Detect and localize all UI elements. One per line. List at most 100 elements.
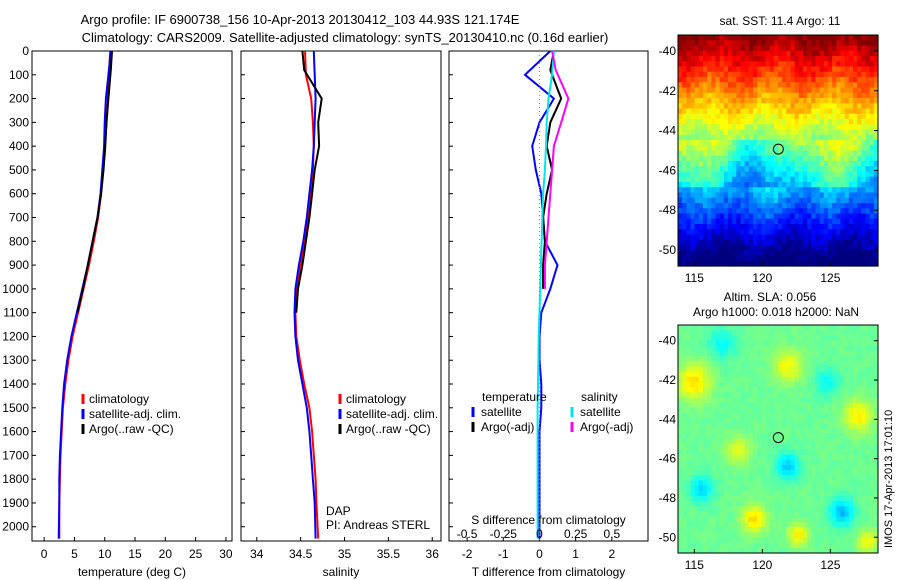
map-cell xyxy=(761,176,767,183)
map-cell xyxy=(711,511,717,518)
map-cell xyxy=(861,376,867,383)
map-cell xyxy=(844,413,850,419)
map-cell xyxy=(840,224,846,230)
map-cell xyxy=(753,140,758,146)
map-cell xyxy=(748,449,754,456)
map-cell xyxy=(861,537,867,544)
map-cell xyxy=(757,397,762,404)
map-cell xyxy=(857,371,862,378)
map-cell xyxy=(678,382,683,388)
map-cell xyxy=(844,547,850,554)
map-cell xyxy=(819,356,825,362)
map-cell xyxy=(723,382,729,388)
map-cell xyxy=(865,376,871,383)
map-cell xyxy=(757,192,762,199)
temperature-panel: 0100200300400500600700800900100011001200… xyxy=(2,44,233,579)
map-cell xyxy=(757,376,762,383)
map-cell xyxy=(836,547,842,554)
map-cell xyxy=(757,103,762,110)
map-cell xyxy=(694,176,700,183)
map-cell xyxy=(828,182,833,188)
map-cell xyxy=(715,92,721,99)
map-cell xyxy=(823,182,829,188)
map-cell xyxy=(711,376,717,383)
map-cell xyxy=(844,82,850,89)
map-cell xyxy=(828,449,833,456)
map-cell xyxy=(782,376,787,383)
map-cell xyxy=(748,397,754,404)
map-cell xyxy=(686,470,692,476)
map-cell xyxy=(732,376,737,383)
map-cell xyxy=(853,82,858,89)
map-cell xyxy=(840,537,846,544)
map-cell xyxy=(740,50,746,57)
map-cell xyxy=(757,537,762,544)
map-cell xyxy=(732,480,737,487)
map-cell xyxy=(703,197,708,204)
map-cell xyxy=(707,496,712,502)
map-cell xyxy=(744,260,750,267)
map-cell xyxy=(815,77,821,83)
map-cell xyxy=(753,485,758,492)
map-cell xyxy=(736,260,742,267)
map-cell xyxy=(703,439,708,445)
map-cell xyxy=(711,407,717,414)
map-cell xyxy=(782,203,787,209)
map-cell xyxy=(790,250,796,257)
map-cell xyxy=(773,45,779,52)
map-cell xyxy=(861,245,867,251)
map-cell xyxy=(832,255,837,262)
map-cell xyxy=(723,108,729,115)
map-cell xyxy=(698,506,704,513)
map-cell xyxy=(723,418,729,425)
map-cell xyxy=(857,98,862,104)
map-cell xyxy=(823,418,829,425)
map-cell xyxy=(753,511,758,518)
map-cell xyxy=(682,87,687,94)
map-cell xyxy=(819,475,825,482)
map-cell xyxy=(836,387,842,393)
map-cell xyxy=(698,418,704,425)
map-cell xyxy=(769,506,775,513)
map-cell xyxy=(861,485,867,492)
map-cell xyxy=(815,145,821,152)
map-cell xyxy=(682,35,687,41)
map-cell xyxy=(682,371,687,378)
map-cell xyxy=(778,103,783,110)
map-cell xyxy=(723,356,729,362)
map-cell xyxy=(873,547,879,554)
map-cell xyxy=(707,345,712,352)
map-cell xyxy=(732,224,737,230)
map-cell xyxy=(744,444,750,450)
map-cell xyxy=(757,66,762,73)
map-cell xyxy=(690,218,696,225)
map-cell xyxy=(694,40,700,47)
map-cell xyxy=(840,234,846,241)
map-cell xyxy=(703,366,708,373)
map-cell xyxy=(703,511,708,518)
map-cell xyxy=(790,418,796,425)
map-cell xyxy=(769,382,775,388)
map-cell xyxy=(690,340,696,347)
map-cell xyxy=(790,366,796,373)
map-cell xyxy=(782,56,787,62)
map-cell xyxy=(857,140,862,146)
map-cell xyxy=(678,71,683,78)
map-cell xyxy=(865,224,871,230)
map-cell xyxy=(803,350,808,357)
map-cell xyxy=(865,350,871,357)
map-cell xyxy=(765,428,771,435)
map-cell xyxy=(823,213,829,220)
map-cell xyxy=(782,361,787,368)
map-cell xyxy=(715,182,721,188)
map-cell xyxy=(782,98,787,104)
map-cell xyxy=(765,521,771,528)
map-cell xyxy=(694,490,700,497)
map-cell xyxy=(840,213,846,220)
map-cell xyxy=(819,444,825,450)
map-cell xyxy=(686,87,692,94)
map-cell xyxy=(744,208,750,215)
map-cell xyxy=(715,480,721,487)
map-cell xyxy=(815,208,821,215)
map-cell xyxy=(690,66,696,73)
